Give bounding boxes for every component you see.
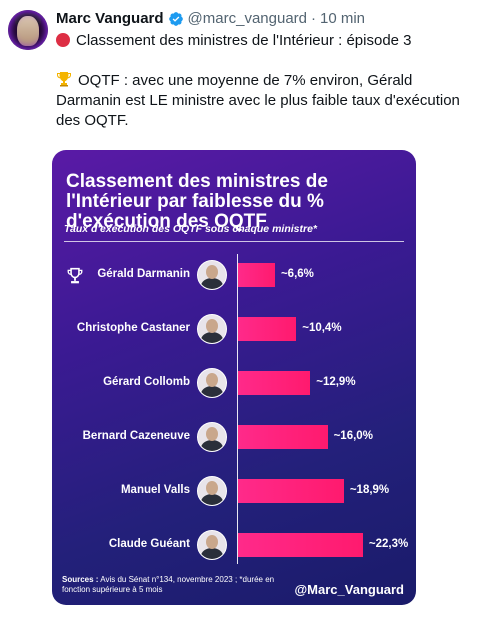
red-circle-emoji	[56, 33, 70, 47]
tweet-header: Marc Vanguard @marc_vanguard · 10 min	[56, 9, 476, 29]
tweet-line-1: Classement des ministres de l'Intérieur …	[76, 32, 412, 49]
bar-data-label: ~6,6%	[280, 268, 314, 280]
bar	[238, 479, 344, 503]
brand-watermark: @Marc_Vanguard	[294, 582, 405, 597]
trophy-icon	[67, 267, 83, 284]
minister-portrait	[197, 260, 227, 290]
minister-portrait	[197, 314, 227, 344]
bar-data-label: ~22,3%	[368, 538, 409, 550]
chart-subtitle: Taux d'exécution des OQTF sous chaque mi…	[64, 223, 317, 235]
timestamp[interactable]: 10 min	[320, 10, 366, 27]
minister-portrait	[197, 530, 227, 560]
minister-name: Bernard Cazeneuve	[82, 430, 190, 442]
minister-portrait	[197, 476, 227, 506]
trophy-emoji-icon	[57, 72, 71, 87]
separator-dot: ·	[311, 10, 316, 27]
bar-data-label: ~16,0%	[333, 430, 373, 442]
minister-name: Gérald Darmanin	[97, 268, 190, 280]
tweet-line-2: OQTF : avec une moyenne de 7% environ, G…	[56, 72, 460, 129]
bar-data-label: ~10,4%	[302, 322, 342, 334]
bar	[238, 425, 328, 449]
bar-data-label: ~12,9%	[316, 376, 356, 388]
minister-name: Gérard Collomb	[103, 376, 190, 388]
bar	[238, 371, 311, 395]
bar	[238, 317, 297, 341]
infographic-image[interactable]: Classement des ministres de l'Intérieur …	[52, 150, 416, 605]
verified-badge-icon[interactable]	[168, 11, 184, 27]
minister-portrait	[197, 368, 227, 398]
chart-title: Classement des ministres de l'Intérieur …	[66, 171, 328, 232]
bar-data-label: ~18,9%	[349, 484, 390, 496]
sources-text: Avis du Sénat n°134, novembre 2023 ; *du…	[62, 575, 275, 594]
minister-portrait	[197, 422, 227, 452]
handle[interactable]: @marc_vanguard	[187, 10, 307, 27]
subtitle-divider	[64, 241, 404, 242]
minister-name: Manuel Valls	[120, 484, 190, 496]
sources-label: Sources :	[62, 575, 99, 584]
minister-name: Christophe Castaner	[76, 322, 190, 334]
chart-axis-line	[237, 254, 238, 564]
avatar[interactable]	[8, 10, 48, 50]
bar	[238, 263, 275, 287]
bar	[238, 533, 363, 557]
minister-name: Claude Guéant	[108, 538, 190, 550]
display-name[interactable]: Marc Vanguard	[56, 10, 164, 27]
sources-note: Sources : Avis du Sénat n°134, novembre …	[62, 575, 292, 595]
